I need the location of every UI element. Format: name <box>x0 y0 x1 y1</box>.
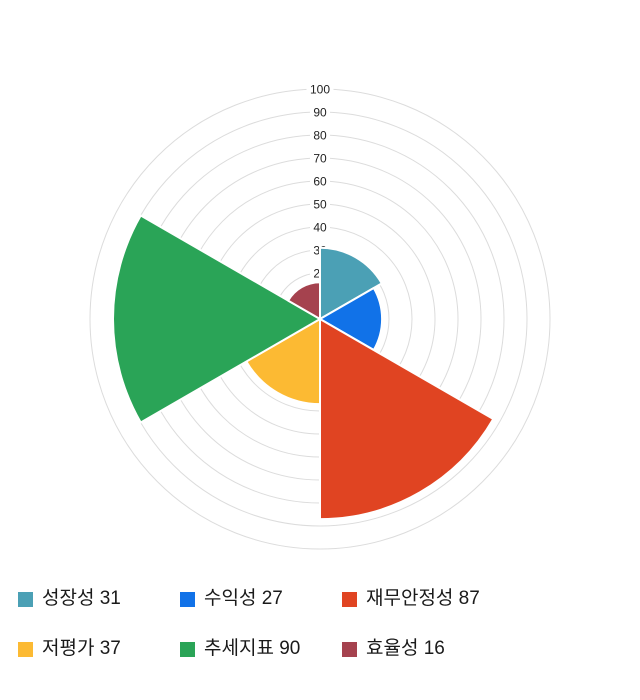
tick-label-bg <box>310 128 330 141</box>
tick-label-bg <box>306 82 334 95</box>
legend-label-undervaluation: 저평가 37 <box>42 637 121 659</box>
legend-swatch-undervaluation <box>18 641 33 657</box>
tick-label-bg <box>310 174 330 187</box>
polar-area-chart: 2030405060708090100 <box>89 82 551 550</box>
legend-swatch-efficiency <box>342 641 357 657</box>
polar-chart-area: 2030405060708090100 <box>89 82 551 550</box>
tick-label-bg <box>310 220 330 233</box>
radial-tick-label: 70 <box>313 152 327 166</box>
legend-swatch-growth <box>18 591 33 607</box>
tick-label-bg <box>310 151 330 164</box>
legend-item-profitability[interactable]: 수익성 27 <box>180 584 342 614</box>
chart-legend: 성장성 31 수익성 27 재무안정성 87 저평가 37 추세지표 90 효율… <box>18 584 480 664</box>
radial-tick-label: 80 <box>313 129 327 143</box>
legend-label-trend-indicator: 추세지표 90 <box>204 637 301 659</box>
chart-sector-growth[interactable] <box>319 246 383 320</box>
legend-item-efficiency[interactable]: 효율성 16 <box>342 634 480 664</box>
legend-item-undervaluation[interactable]: 저평가 37 <box>18 634 180 664</box>
legend-swatch-profitability <box>180 591 195 607</box>
legend-label-growth: 성장성 31 <box>42 587 121 609</box>
radial-tick-label: 100 <box>310 83 330 97</box>
radial-tick-label: 90 <box>313 106 327 120</box>
radial-tick-label: 60 <box>313 175 327 189</box>
radial-tick-label: 40 <box>313 221 327 235</box>
chart-sector-efficiency[interactable] <box>287 281 321 320</box>
legend-label-profitability: 수익성 27 <box>204 587 283 609</box>
tick-label-bg <box>310 105 330 118</box>
tick-label-bg <box>310 197 330 210</box>
legend-swatch-trend-indicator <box>180 641 195 657</box>
legend-swatch-financial-stability <box>342 591 357 607</box>
chart-sector-profitability[interactable] <box>319 286 384 352</box>
radial-tick-label: 50 <box>313 198 327 212</box>
chart-sector-undervaluation[interactable] <box>245 318 321 406</box>
chart-sector-financial-stability[interactable] <box>319 318 495 521</box>
legend-label-efficiency: 효율성 16 <box>366 637 445 659</box>
legend-item-growth[interactable]: 성장성 31 <box>18 584 180 614</box>
chart-sector-trend-indicator[interactable] <box>112 214 321 424</box>
legend-item-financial-stability[interactable]: 재무안정성 87 <box>342 584 480 614</box>
legend-label-financial-stability: 재무안정성 87 <box>366 587 480 609</box>
legend-item-trend-indicator[interactable]: 추세지표 90 <box>180 634 342 664</box>
